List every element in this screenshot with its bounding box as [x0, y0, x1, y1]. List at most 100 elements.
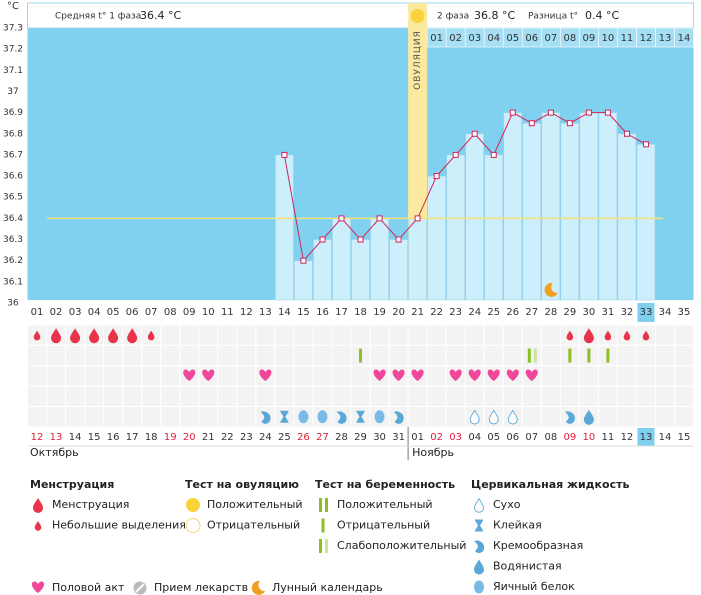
header-label: Разница t°	[528, 12, 578, 22]
x-tick-label: 21	[411, 307, 424, 318]
y-tick-label: 36.1	[3, 277, 23, 287]
swirl	[564, 411, 575, 424]
temperature-point	[547, 109, 554, 116]
date-label: 19	[164, 432, 177, 443]
temperature-point	[509, 109, 516, 116]
x-tick-label: 35	[678, 307, 691, 318]
icon-egg	[317, 410, 328, 424]
icon-small-drop	[604, 330, 612, 341]
symbol-cell	[540, 385, 561, 408]
symbol-cell	[46, 406, 67, 428]
bar	[606, 348, 610, 363]
symbol-cell	[674, 385, 695, 408]
legend-label: Кремообразная	[493, 539, 583, 552]
symbol-cell	[198, 406, 219, 428]
symbol-cell	[179, 385, 200, 408]
date-label: 15	[88, 432, 101, 443]
swirl	[336, 411, 347, 424]
symbol-cell	[502, 324, 523, 346]
symbol-cell	[65, 365, 86, 387]
symbol-cell	[369, 344, 390, 367]
temperature-column	[541, 112, 561, 301]
temperature-column	[313, 239, 332, 301]
drop	[474, 559, 484, 575]
bar	[319, 539, 322, 553]
temperature-column	[484, 154, 504, 301]
x-tick-label: 34	[659, 307, 672, 318]
icon-sticky	[475, 519, 483, 532]
symbol-cell	[331, 365, 352, 387]
drop	[623, 330, 631, 341]
icon-bar	[359, 348, 363, 363]
symbol-cell	[674, 324, 695, 346]
y-tick-label: 36.7	[3, 150, 23, 160]
y-tick-label: 36.8	[3, 129, 23, 139]
temperature-column	[332, 218, 351, 301]
symbol-cell	[274, 385, 295, 408]
legend-label: Менструация	[52, 498, 129, 511]
legend-label: Прием лекарств	[154, 581, 248, 594]
symbol-cell	[65, 385, 86, 408]
header-box	[27, 2, 695, 29]
icon-circle	[186, 498, 200, 512]
drop	[469, 409, 480, 425]
icon-small-drop	[566, 330, 574, 341]
y-axis-label: °C	[7, 1, 19, 12]
symbol-cell	[255, 344, 276, 367]
symbol-cell	[293, 385, 314, 408]
symbol-cell	[103, 385, 124, 408]
icon-small-drop	[34, 520, 42, 531]
heart	[373, 369, 386, 381]
heart	[411, 369, 424, 381]
temperature-point	[338, 215, 345, 222]
temperature-column	[579, 112, 599, 301]
symbol-cell	[274, 344, 295, 367]
date-label: 14	[659, 432, 672, 443]
drop	[488, 409, 499, 425]
temperature-column	[617, 133, 637, 301]
hourglass	[356, 410, 365, 423]
icon-moon	[251, 580, 265, 595]
symbol-cell	[674, 365, 695, 387]
y-tick-label: 37.3	[3, 24, 23, 34]
symbol-cell	[426, 385, 447, 408]
symbol-cell	[616, 406, 637, 428]
symbol-cell	[217, 385, 238, 408]
temperature-column	[275, 154, 294, 301]
phase2-day: 05	[506, 33, 519, 44]
symbol-cell	[350, 324, 371, 346]
symbol-cell	[369, 385, 390, 408]
swirl	[393, 411, 404, 424]
symbol-cell	[179, 324, 200, 346]
legend-label: Положительный	[207, 498, 303, 511]
symbol-cell	[559, 365, 580, 387]
phase2-day: 09	[583, 33, 596, 44]
legend-label: Яичный белок	[493, 580, 575, 593]
date-label: 23	[240, 432, 253, 443]
symbol-cell	[236, 365, 257, 387]
date-label: 31	[392, 432, 405, 443]
legend-title: Тест на овуляцию	[185, 478, 299, 491]
legend-label: Положительный	[337, 498, 433, 511]
phase2-day: 13	[659, 33, 672, 44]
symbol-cell	[616, 365, 637, 387]
symbol-cell	[483, 385, 504, 408]
symbol-cell	[122, 385, 143, 408]
temperature-column	[503, 112, 523, 301]
icon-bar-double	[319, 498, 328, 512]
symbol-cell	[521, 385, 542, 408]
symbol-cell	[160, 385, 181, 408]
icon-drop	[108, 328, 119, 344]
x-tick-label: 05	[107, 307, 120, 318]
icon-heart	[373, 369, 386, 381]
drop	[108, 328, 119, 344]
icon-creamy	[564, 411, 575, 424]
icon-small-drop	[642, 330, 650, 341]
x-tick-label: 15	[297, 307, 310, 318]
symbol-cell	[597, 385, 618, 408]
x-tick-label: 17	[335, 307, 348, 318]
temperature-point	[376, 215, 383, 222]
month-label: Октябрь	[30, 446, 79, 459]
icon-bar	[568, 348, 572, 363]
icon-drop	[127, 328, 138, 344]
